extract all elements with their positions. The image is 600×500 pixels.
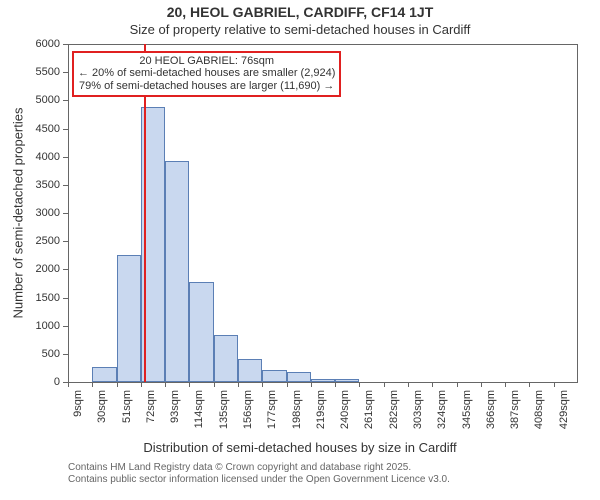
y-tick-label: 1000: [18, 320, 60, 332]
x-tick-label: 30sqm: [96, 390, 108, 423]
histogram-bar: [287, 372, 311, 382]
x-axis-label: Distribution of semi-detached houses by …: [0, 440, 600, 455]
histogram-bar: [165, 161, 189, 382]
x-tick-label: 303sqm: [412, 390, 424, 429]
chart-subtitle: Size of property relative to semi-detach…: [0, 22, 600, 37]
x-tick-label: 51sqm: [121, 390, 133, 423]
annotation-line: 20 HEOL GABRIEL: 76sqm: [78, 55, 335, 68]
histogram-bar: [335, 379, 359, 382]
x-tick-label: 72sqm: [145, 390, 157, 423]
histogram-bar: [92, 367, 116, 382]
x-tick-label: 114sqm: [193, 390, 205, 428]
y-tick-label: 3000: [18, 207, 60, 219]
x-tick-label: 240sqm: [339, 390, 351, 429]
y-tick-label: 2000: [18, 263, 60, 275]
y-tick-label: 500: [18, 348, 60, 360]
footer-line: Contains public sector information licen…: [68, 474, 450, 486]
x-tick-label: 261sqm: [363, 390, 375, 429]
y-tick-label: 6000: [18, 38, 60, 50]
y-tick-label: 5000: [18, 94, 60, 106]
x-tick-label: 219sqm: [315, 390, 327, 429]
x-tick-label: 135sqm: [218, 390, 230, 429]
histogram-bar: [238, 359, 262, 382]
footer-licence: Contains HM Land Registry data © Crown c…: [68, 462, 450, 486]
annotation-line: ← 20% of semi-detached houses are smalle…: [78, 67, 335, 80]
x-tick-label: 345sqm: [461, 390, 473, 429]
histogram-bar: [262, 370, 286, 382]
x-tick-label: 282sqm: [388, 390, 400, 429]
histogram-bar: [311, 379, 335, 382]
x-tick-label: 9sqm: [72, 390, 84, 417]
histogram-bar: [189, 282, 213, 382]
annotation-box: 20 HEOL GABRIEL: 76sqm← 20% of semi-deta…: [72, 51, 341, 97]
y-tick-label: 2500: [18, 235, 60, 247]
x-tick-label: 324sqm: [436, 390, 448, 429]
y-tick-label: 4000: [18, 151, 60, 163]
footer-line: Contains HM Land Registry data © Crown c…: [68, 462, 450, 474]
x-tick-label: 429sqm: [558, 390, 570, 429]
x-tick-label: 93sqm: [169, 390, 181, 423]
x-tick-label: 156sqm: [242, 390, 254, 429]
x-tick-label: 387sqm: [509, 390, 521, 429]
chart-title: 20, HEOL GABRIEL, CARDIFF, CF14 1JT: [0, 4, 600, 20]
x-tick-label: 408sqm: [533, 390, 545, 429]
annotation-line: 79% of semi-detached houses are larger (…: [78, 80, 335, 93]
y-tick-label: 3500: [18, 179, 60, 191]
y-tick-label: 0: [18, 376, 60, 388]
x-tick-label: 366sqm: [485, 390, 497, 429]
chart-wrapper: 20, HEOL GABRIEL, CARDIFF, CF14 1JT Size…: [0, 0, 600, 500]
x-tick-label: 177sqm: [266, 390, 278, 429]
y-tick-label: 5500: [18, 66, 60, 78]
histogram-bar: [214, 335, 238, 382]
histogram-bar: [117, 255, 141, 382]
y-tick-label: 1500: [18, 292, 60, 304]
y-tick-label: 4500: [18, 123, 60, 135]
x-tick-label: 198sqm: [291, 390, 303, 429]
